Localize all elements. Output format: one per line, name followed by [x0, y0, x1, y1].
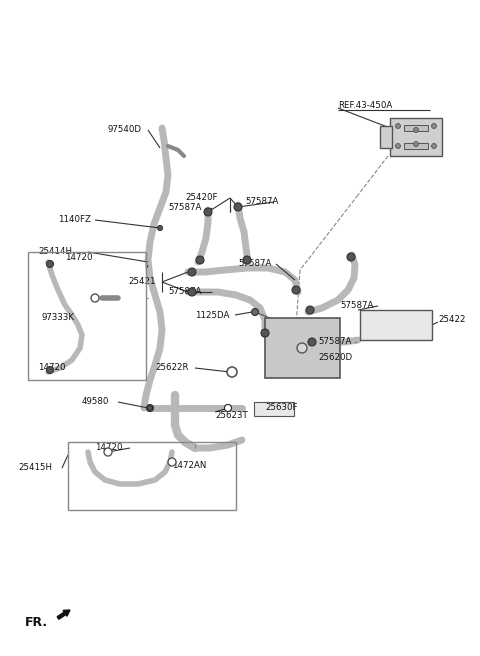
Circle shape	[157, 226, 163, 230]
Circle shape	[47, 260, 53, 268]
Text: 14720: 14720	[65, 253, 93, 262]
Bar	[380, 126, 392, 148]
Text: 25421: 25421	[128, 277, 156, 287]
Text: 25422: 25422	[438, 316, 466, 325]
Circle shape	[261, 329, 269, 337]
Text: 25623T: 25623T	[215, 411, 248, 419]
Text: 14720: 14720	[95, 443, 122, 453]
Circle shape	[432, 144, 436, 148]
Text: 57587A: 57587A	[340, 302, 373, 310]
Text: 97333K: 97333K	[42, 314, 75, 323]
Circle shape	[204, 208, 212, 216]
Circle shape	[188, 288, 196, 296]
Circle shape	[188, 268, 196, 276]
FancyArrow shape	[57, 610, 70, 619]
Text: 1125DA: 1125DA	[195, 310, 229, 319]
Text: 57587A: 57587A	[168, 287, 202, 297]
Circle shape	[432, 123, 436, 129]
Text: 57587A: 57587A	[168, 203, 202, 213]
Bar	[254, 402, 294, 416]
Circle shape	[413, 142, 419, 146]
Bar	[68, 442, 236, 510]
Circle shape	[168, 458, 176, 466]
Circle shape	[234, 203, 242, 211]
Circle shape	[243, 256, 251, 264]
Text: 25420F: 25420F	[185, 194, 217, 203]
Circle shape	[306, 306, 314, 314]
Text: 25630F: 25630F	[265, 403, 298, 413]
Circle shape	[47, 367, 53, 373]
Text: 57587A: 57587A	[318, 337, 351, 346]
Text: 25415H: 25415H	[18, 464, 52, 472]
Circle shape	[146, 405, 154, 411]
Text: 25622R: 25622R	[155, 363, 189, 373]
Circle shape	[396, 123, 400, 129]
Circle shape	[147, 405, 153, 411]
Text: 97540D: 97540D	[108, 125, 142, 134]
Circle shape	[104, 448, 112, 456]
Circle shape	[413, 127, 419, 133]
Circle shape	[292, 286, 300, 294]
Bar	[28, 252, 146, 380]
Circle shape	[225, 405, 231, 411]
Bar	[404, 143, 428, 149]
Circle shape	[347, 253, 355, 261]
Circle shape	[396, 144, 400, 148]
Text: 1140FZ: 1140FZ	[58, 216, 91, 224]
Bar	[404, 125, 428, 131]
Text: 14720: 14720	[38, 363, 65, 373]
Text: 1472AN: 1472AN	[172, 461, 206, 470]
Text: FR.: FR.	[25, 615, 48, 628]
Text: 57587A: 57587A	[238, 260, 271, 268]
Bar	[265, 318, 340, 378]
Circle shape	[91, 294, 99, 302]
Text: 57587A: 57587A	[245, 197, 278, 207]
Text: 25414H: 25414H	[38, 247, 72, 256]
Bar	[390, 118, 442, 156]
Circle shape	[196, 256, 204, 264]
Text: 25620D: 25620D	[318, 354, 352, 363]
Text: REF.43-450A: REF.43-450A	[338, 100, 392, 110]
Circle shape	[225, 405, 231, 411]
Text: 49580: 49580	[82, 398, 109, 407]
Circle shape	[252, 308, 259, 316]
Circle shape	[308, 338, 316, 346]
Bar	[360, 310, 432, 340]
Circle shape	[297, 343, 307, 353]
Circle shape	[227, 367, 237, 377]
